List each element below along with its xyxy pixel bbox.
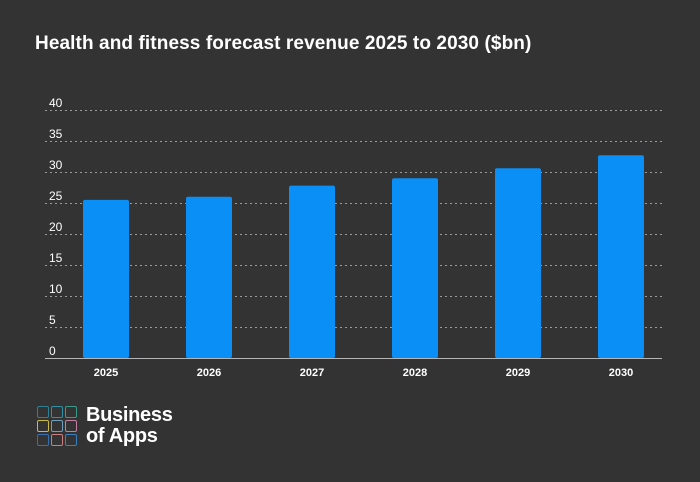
logo-text-line2: of Apps — [86, 425, 158, 447]
logo-grid-icon — [37, 406, 77, 446]
bar-2026 — [186, 196, 232, 358]
chart-title: Health and fitness forecast revenue 2025… — [35, 33, 532, 54]
y-tick-label-10: 10 — [49, 282, 63, 296]
y-tick-label-15: 15 — [49, 251, 63, 265]
logo-cell-7 — [37, 434, 49, 446]
grid-lines — [45, 110, 662, 328]
bar-2027 — [289, 185, 335, 358]
y-tick-label-35: 35 — [49, 127, 63, 141]
y-tick-label-40: 40 — [49, 96, 63, 110]
logo-text-line1: Business — [86, 404, 173, 426]
y-tick-label-20: 20 — [49, 220, 63, 234]
business-of-apps-logo: Business of Apps — [37, 405, 173, 447]
y-tick-label-25: 25 — [49, 189, 63, 203]
logo-cell-1 — [37, 406, 49, 418]
logo-cell-9 — [65, 434, 77, 446]
logo-cell-2 — [51, 406, 63, 418]
x-tick-label-2025: 2025 — [94, 367, 118, 379]
bars — [83, 155, 644, 358]
y-tick-label-5: 5 — [49, 313, 56, 327]
x-tick-label-2027: 2027 — [300, 367, 324, 379]
bar-2029 — [495, 168, 541, 358]
bar-2030 — [598, 155, 644, 358]
logo-cell-6 — [65, 420, 77, 432]
y-tick-label-0: 0 — [49, 344, 56, 358]
x-tick-label-2028: 2028 — [403, 367, 427, 379]
logo-cell-8 — [51, 434, 63, 446]
logo-cell-4 — [37, 420, 49, 432]
logo-cell-3 — [65, 406, 77, 418]
x-tick-label-2030: 2030 — [609, 367, 633, 379]
bar-2028 — [392, 178, 438, 358]
logo-cell-5 — [51, 420, 63, 432]
y-tick-label-30: 30 — [49, 158, 63, 172]
x-tick-label-2026: 2026 — [197, 367, 221, 379]
logo-wordmark: Business of Apps — [86, 405, 173, 447]
bar-2025 — [83, 199, 129, 358]
x-tick-label-2029: 2029 — [506, 367, 530, 379]
